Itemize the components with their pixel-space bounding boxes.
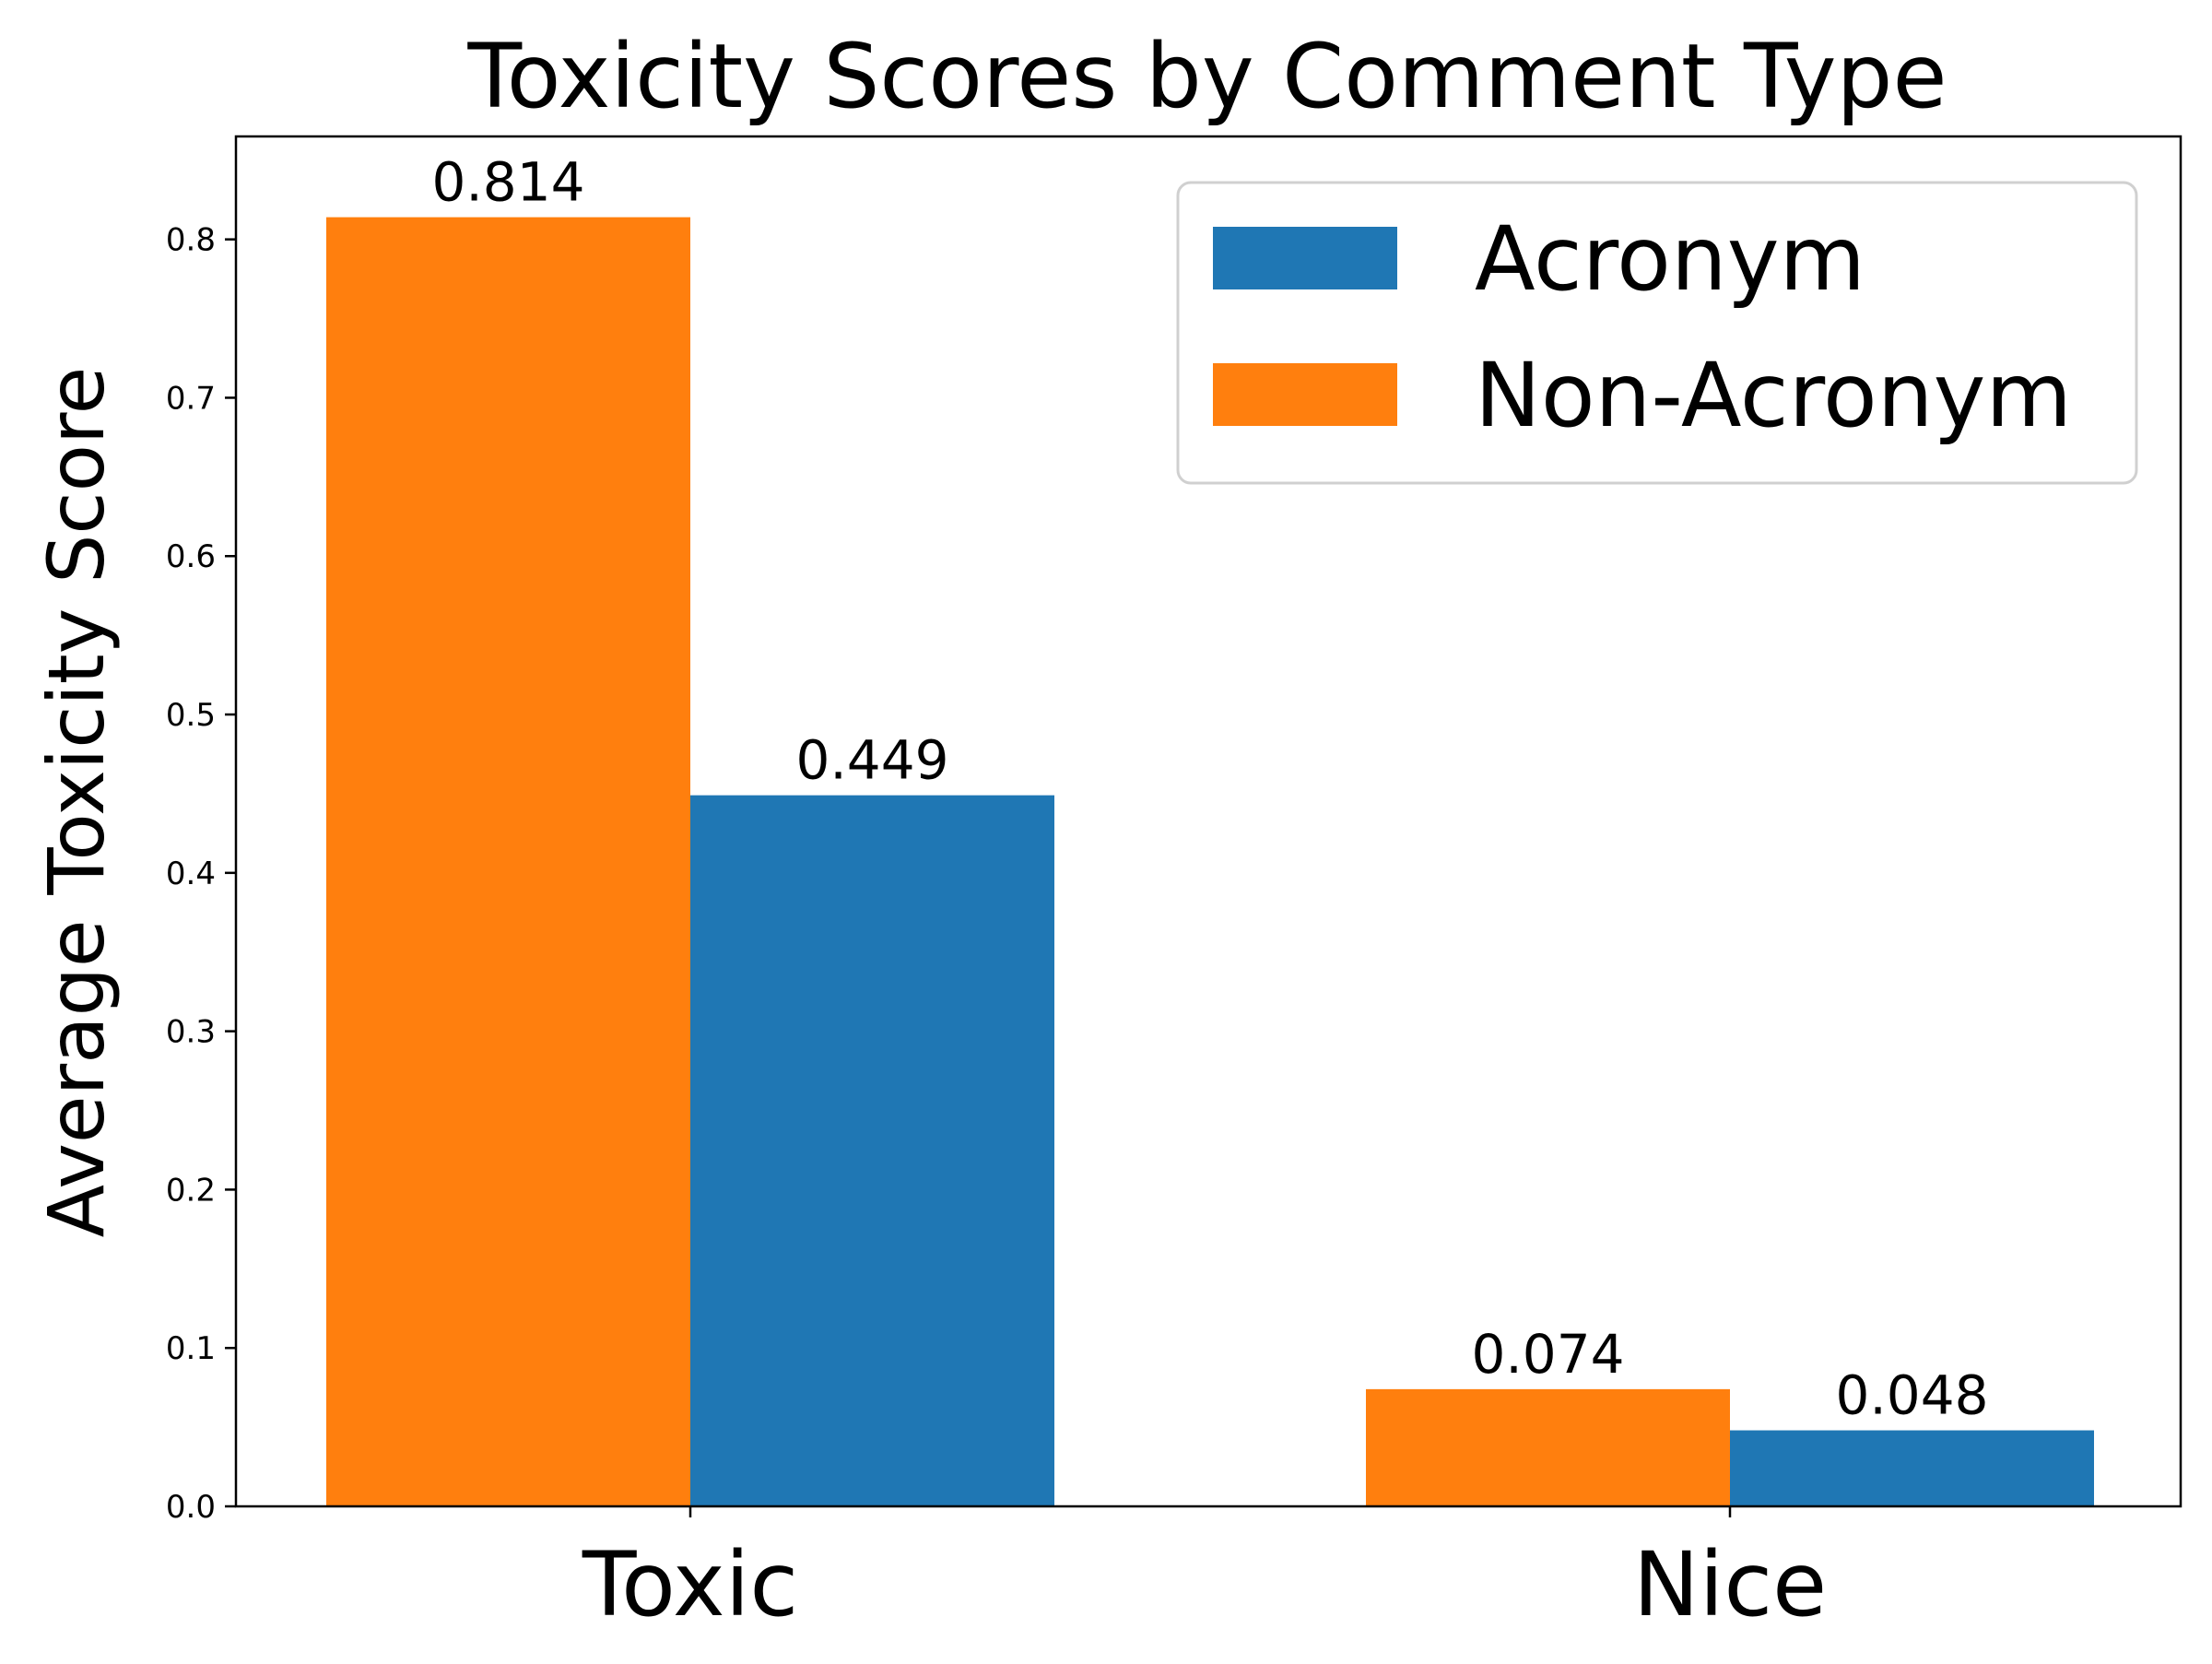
bar-acronym-toxic	[690, 795, 1054, 1506]
legend-label-non-acronym: Non-Acronym	[1475, 344, 2072, 447]
y-axis-label: Average Toxicity Score	[31, 367, 122, 1238]
plot-frame	[234, 135, 2183, 1508]
y-tick-label: 0.1	[166, 1330, 216, 1367]
x-tick-label-nice: Nice	[1633, 1533, 1827, 1636]
bar-non-acronym-nice	[1366, 1388, 1730, 1506]
legend-swatch-acronym	[1213, 227, 1397, 289]
x-tick-label-toxic: Toxic	[582, 1533, 798, 1636]
legend-label-acronym: Acronym	[1475, 207, 1865, 311]
value-label-non-acronym-toxic: 0.814	[431, 151, 584, 214]
y-tick-label: 0.6	[166, 538, 216, 575]
y-tick-label: 0.7	[166, 380, 216, 417]
legend-box	[1176, 181, 2138, 485]
y-tick-label: 0.0	[166, 1489, 216, 1526]
y-tick-label: 0.3	[166, 1014, 216, 1051]
y-tick-label: 0.2	[166, 1172, 216, 1209]
bar-non-acronym-toxic	[326, 217, 690, 1506]
value-label-acronym-toxic: 0.449	[795, 729, 948, 792]
chart-title: Toxicity Scores by Comment Type	[466, 25, 1947, 128]
y-tick-label: 0.5	[166, 697, 216, 734]
y-tick-label: 0.8	[166, 222, 216, 259]
value-label-non-acronym-nice: 0.074	[1471, 1323, 1624, 1386]
legend-swatch-non-acronym	[1213, 363, 1397, 426]
y-tick-label: 0.4	[166, 856, 216, 892]
bar-acronym-nice	[1730, 1430, 2094, 1506]
legend: Acronym Non-Acronym	[1176, 181, 2138, 485]
plot-area: 0.814 0.074 0.449 0.048 0.0 0.1 0.2 0.3 0.4 0.5 0.…	[166, 135, 2183, 1636]
value-label-acronym-nice: 0.048	[1835, 1364, 1988, 1427]
